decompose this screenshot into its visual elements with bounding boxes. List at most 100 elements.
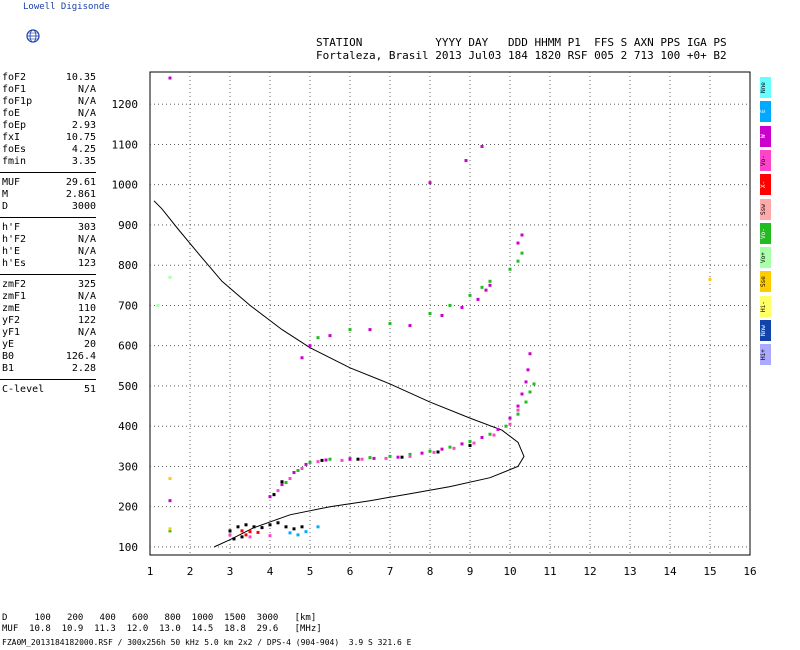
param-value: N/A (77, 327, 96, 338)
data-point (300, 525, 304, 529)
param-name: foE (2, 108, 21, 119)
data-point (300, 356, 304, 360)
data-point (168, 499, 172, 503)
data-point (296, 468, 300, 472)
data-point (508, 416, 512, 420)
data-point (408, 452, 412, 456)
data-point (308, 460, 312, 464)
header-line-2: Fortaleza, Brasil 2013 Jul03 184 1820 RS… (316, 49, 727, 62)
y-tick-label: 200 (118, 501, 138, 514)
data-point (476, 297, 480, 301)
data-point (168, 76, 172, 80)
plot-frame (149, 71, 751, 556)
data-point (284, 481, 288, 485)
data-point (468, 444, 472, 448)
data-point (272, 493, 276, 497)
param-value: N/A (77, 84, 96, 95)
data-point (296, 533, 300, 537)
legend-item: Nne (760, 77, 771, 98)
param-value: 122 (77, 315, 96, 326)
data-point (260, 526, 264, 530)
data-point (268, 523, 272, 527)
param-value: 51 (83, 384, 96, 395)
data-point (436, 450, 440, 454)
x-tick-label: 6 (347, 565, 354, 578)
param-value: 3000 (71, 201, 96, 212)
x-tick-label: 10 (503, 565, 516, 578)
param-value: 2.861 (65, 189, 96, 200)
param-name: foF1 (2, 84, 27, 95)
data-point (452, 446, 456, 450)
data-point (368, 328, 372, 332)
data-point (440, 314, 444, 318)
data-point (520, 233, 524, 237)
data-point (420, 451, 424, 455)
ionogram-chart: 1 2 3 4 5 6 7 8 9 10 11 12 13 14 15 1610020030040050060… (112, 71, 757, 578)
legend-item: Vo+ (760, 247, 771, 269)
param-name: yE (2, 339, 15, 350)
legend-item: Hi- (760, 295, 771, 317)
y-tick-label: 700 (118, 299, 138, 312)
param-value: 123 (77, 258, 96, 269)
x-tick-label: 7 (387, 565, 394, 578)
logo-text: Lowell Digisonde (23, 2, 110, 12)
param-value: N/A (77, 108, 96, 119)
param-name: B0 (2, 351, 15, 362)
data-point (484, 288, 488, 292)
data-point (356, 457, 360, 461)
param-name: C-level (2, 384, 45, 395)
logo-globe-icon (7, 9, 40, 43)
data-point (408, 324, 412, 328)
legend-item: E (760, 101, 771, 123)
data-point (516, 408, 520, 412)
data-point (400, 455, 404, 459)
data-point (508, 422, 512, 426)
y-tick-label: 600 (118, 340, 138, 353)
data-point (240, 529, 244, 533)
param-name: zmF2 (2, 279, 27, 290)
param-name: yF2 (2, 315, 21, 326)
data-point (268, 534, 272, 538)
data-point (480, 435, 484, 439)
x-tick-label: 13 (623, 565, 636, 578)
legend-item: Vo- (760, 222, 771, 244)
y-tick-label: 1000 (112, 179, 139, 192)
data-point (520, 251, 524, 255)
data-point (168, 529, 172, 533)
data-point (280, 480, 284, 484)
x-tick-label: 4 (267, 565, 274, 578)
data-point (488, 283, 492, 287)
data-point (480, 144, 484, 148)
legend-item: Nnw (760, 320, 771, 341)
data-point (516, 241, 520, 245)
data-point (520, 392, 524, 396)
parameter-panel: foF2 10.35 foF1 N/A foF1p N/A foE N/A foEp 2.93 fx… (0, 72, 100, 395)
param-name: fxI (2, 132, 21, 143)
param-name: h'F (2, 222, 21, 233)
data-point (308, 344, 312, 348)
footer-muf-row: MUF 10.8 10.9 11.3 12.0 13.0 14.5 18.8 2… (2, 624, 322, 634)
param-value: 10.75 (65, 132, 96, 143)
param-value: N/A (77, 234, 96, 245)
param-name: h'E (2, 246, 21, 257)
data-point (388, 454, 392, 458)
data-point (372, 456, 376, 460)
data-point (284, 525, 288, 529)
param-name: MUF (2, 177, 21, 188)
param-value: N/A (77, 291, 96, 302)
legend-item: Sse (760, 271, 771, 293)
param-name: h'Es (2, 258, 27, 269)
data-point (468, 439, 472, 443)
data-point (496, 427, 500, 431)
profile-curve (153, 200, 525, 548)
data-point (440, 447, 444, 451)
data-point (508, 267, 512, 271)
x-tick-label: 16 (743, 565, 756, 578)
y-tick-label: 1100 (112, 138, 139, 151)
data-point (524, 380, 528, 384)
param-name: fmin (2, 156, 27, 167)
data-point (168, 477, 172, 481)
data-point (516, 404, 520, 408)
data-point (244, 523, 248, 527)
param-value: 303 (77, 222, 96, 233)
